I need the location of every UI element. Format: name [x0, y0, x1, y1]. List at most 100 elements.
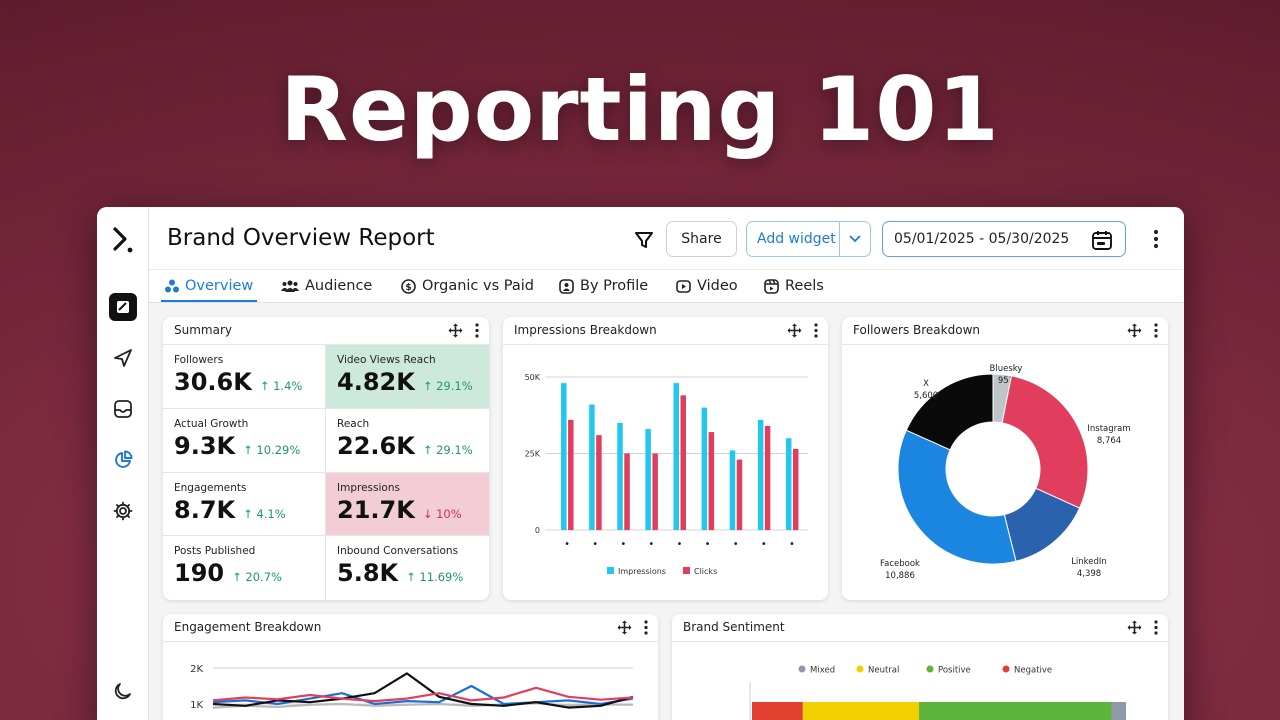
- date-range-picker[interactable]: 05/01/2025 - 05/30/2025: [882, 221, 1126, 257]
- metric-label: Reach: [337, 417, 370, 430]
- audience-icon: [281, 280, 299, 292]
- card-title: Summary: [174, 323, 232, 337]
- metric-impressions[interactable]: Impressions 21.7K ↓ 10%: [326, 472, 489, 537]
- x-tick-label: •: [733, 539, 739, 550]
- slice-label: Bluesky: [990, 364, 1023, 374]
- sentiment-segment-negative: [752, 702, 803, 720]
- metric-video-views-reach[interactable]: Video Views Reach 4.82K ↑ 29.1%: [326, 345, 489, 409]
- chevron-down-icon: [849, 235, 861, 243]
- tab-audience[interactable]: Audience: [281, 278, 372, 294]
- engagement-breakdown-card: Engagement Breakdown 2K 1K: [163, 614, 658, 720]
- bar-impressions: [701, 407, 708, 530]
- move-icon[interactable]: [1127, 323, 1142, 338]
- add-widget-button[interactable]: Add widget: [746, 221, 871, 257]
- move-icon[interactable]: [787, 323, 802, 338]
- date-range-text: 05/01/2025 - 05/30/2025: [894, 231, 1070, 247]
- metric-value: 8.7K: [174, 495, 236, 524]
- metric-change: ↓ 10%: [422, 506, 462, 521]
- filter-icon[interactable]: [633, 229, 655, 251]
- tab-label: Audience: [305, 278, 373, 294]
- inbox-icon[interactable]: [109, 395, 137, 423]
- metric-change: ↑ 10.29%: [243, 442, 301, 457]
- publisher-icon[interactable]: [109, 293, 137, 321]
- move-icon[interactable]: [1127, 620, 1142, 635]
- report-title: Brand Overview Report: [167, 225, 435, 251]
- card-title: Impressions Breakdown: [514, 323, 657, 337]
- slice-label: LinkedIn: [1071, 557, 1107, 567]
- card-menu-icon[interactable]: [814, 323, 818, 338]
- reports-pie-icon[interactable]: [109, 446, 137, 474]
- y-tick-label: 25K: [525, 450, 541, 459]
- bar-impressions: [645, 429, 651, 530]
- line-series: [212, 702, 634, 709]
- followers-donut-chart: Bluesky 952 Instagram 8,764 LinkedIn 4,398 Fac…: [880, 364, 1131, 581]
- metric-label: Impressions: [337, 481, 400, 494]
- tab-label: Video: [697, 278, 738, 294]
- y-tick-label: 0: [535, 526, 540, 535]
- report-tabs: Overview Audience $ Organic vs Paid By P…: [149, 269, 1184, 303]
- card-menu-icon[interactable]: [1154, 620, 1158, 635]
- slice-label: Instagram: [1087, 424, 1130, 434]
- legend-label: Negative: [1014, 666, 1052, 676]
- metric-value: 5.8K: [337, 559, 399, 588]
- add-widget-label: Add widget: [757, 231, 836, 247]
- metric-engagements[interactable]: Engagements 8.7K ↑ 4.1%: [163, 472, 326, 537]
- app-window: Brand Overview Report Share Add widget 0…: [97, 207, 1184, 720]
- move-icon[interactable]: [448, 323, 463, 338]
- metric-inbound-conversations[interactable]: Inbound Conversations 5.8K ↑ 11.69%: [326, 536, 489, 600]
- dark-mode-moon-icon[interactable]: [109, 677, 137, 705]
- video-icon: [676, 279, 691, 293]
- tab-overview[interactable]: Overview: [160, 278, 258, 302]
- metric-value: 22.6K: [337, 431, 415, 460]
- tab-organic-vs-paid[interactable]: $ Organic vs Paid: [401, 278, 534, 294]
- add-widget-dropdown[interactable]: [839, 222, 870, 256]
- metric-followers[interactable]: Followers 30.6K ↑ 1.4%: [163, 345, 326, 409]
- y-tick-label: 2K: [190, 664, 203, 675]
- line-series: [212, 686, 634, 703]
- bar-impressions: [561, 383, 567, 530]
- bar-impressions: [729, 450, 736, 530]
- share-button[interactable]: Share: [666, 221, 737, 257]
- legend-label: Impressions: [618, 567, 666, 576]
- brand-logo[interactable]: [110, 225, 136, 257]
- send-icon[interactable]: [109, 344, 137, 372]
- metric-label: Actual Growth: [174, 417, 249, 430]
- reels-icon: [764, 278, 779, 294]
- card-title: Brand Sentiment: [683, 620, 785, 634]
- tab-video[interactable]: Video: [676, 278, 738, 294]
- bar-clicks: [568, 419, 574, 530]
- more-options-icon[interactable]: [1144, 227, 1168, 251]
- bar-clicks: [680, 395, 686, 530]
- impressions-breakdown-card: Impressions Breakdown 0 25K 50K • • • • • • • • • Im…: [503, 317, 828, 600]
- summary-grid: Followers 30.6K ↑ 1.4% Video Views Reach …: [163, 345, 489, 600]
- y-tick-label: 50K: [525, 373, 541, 382]
- tab-label: By Profile: [580, 278, 649, 294]
- metric-reach[interactable]: Reach 22.6K ↑ 29.1%: [326, 409, 489, 473]
- x-tick-label: •: [620, 539, 626, 550]
- metric-actual-growth[interactable]: Actual Growth 9.3K ↑ 10.29%: [163, 408, 326, 473]
- bar-clicks: [596, 435, 602, 530]
- settings-gear-icon[interactable]: [109, 497, 137, 525]
- report-header: Brand Overview Report Share Add widget 0…: [149, 207, 1184, 269]
- card-menu-icon[interactable]: [1154, 323, 1158, 338]
- x-tick-label: •: [592, 539, 598, 550]
- calendar-icon: [1092, 231, 1112, 250]
- card-menu-icon[interactable]: [475, 323, 479, 338]
- tab-reels[interactable]: Reels: [764, 278, 824, 294]
- metric-label: Posts Published: [174, 545, 256, 558]
- bar-impressions: [673, 383, 679, 530]
- metric-change: ↑ 1.4%: [259, 379, 303, 393]
- tab-by-profile[interactable]: By Profile: [559, 278, 648, 294]
- slice-label: Facebook: [880, 559, 920, 569]
- svg-text:$: $: [405, 283, 411, 293]
- legend-dot: [856, 665, 864, 673]
- move-icon[interactable]: [617, 620, 632, 635]
- bar-clicks: [652, 453, 658, 530]
- brand-sentiment-card: Brand Sentiment Mixed Neutral Positive Nega…: [672, 614, 1168, 720]
- bar-clicks: [792, 448, 799, 530]
- metric-posts-published[interactable]: Posts Published 190 ↑ 20.7%: [163, 536, 326, 600]
- impressions-bar-chart: 0 25K 50K • • • • • • • • • Impressions Clicks: [525, 373, 808, 576]
- card-menu-icon[interactable]: [644, 620, 648, 635]
- sentiment-segment-positive: [919, 702, 1112, 720]
- legend-swatch: [607, 567, 614, 574]
